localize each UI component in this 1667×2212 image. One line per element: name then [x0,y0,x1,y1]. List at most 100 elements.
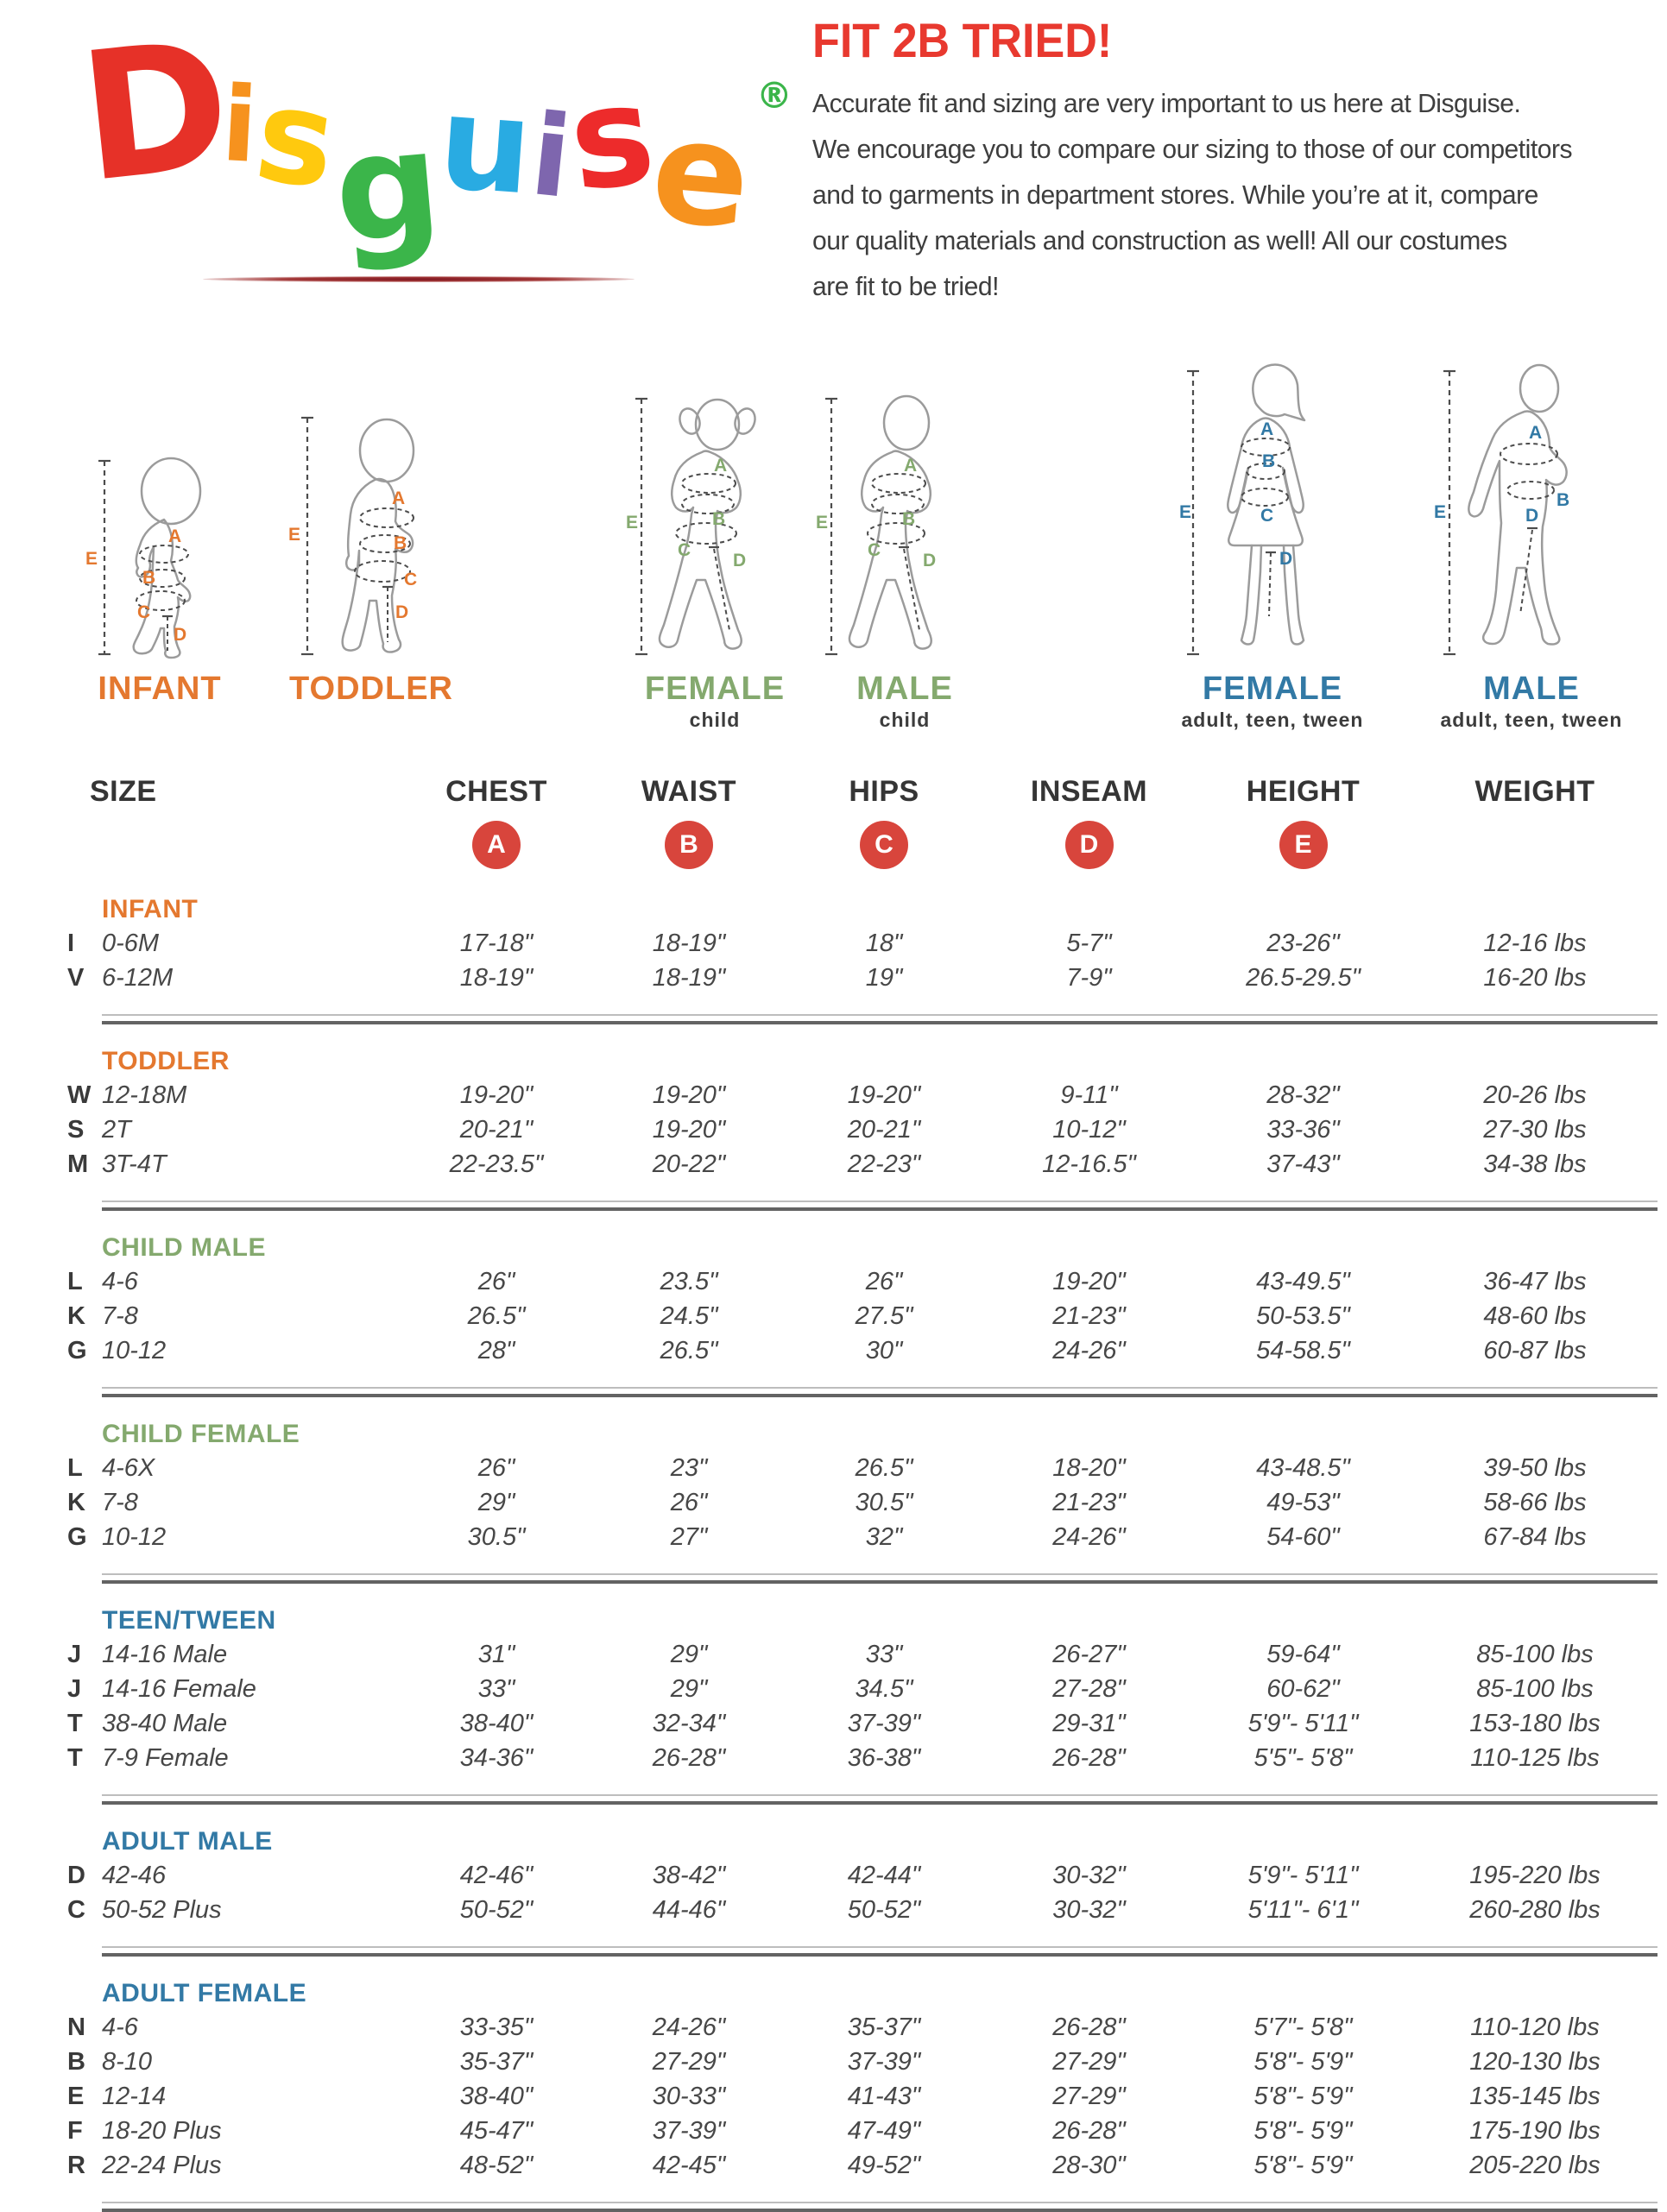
row-letter: C [67,1895,85,1924]
letter-e: E [626,513,638,533]
cell-chest: 30.5" [467,1522,526,1551]
cell-inseam: 21-23" [1052,1301,1126,1330]
cell-inseam: 26-28" [1052,2013,1126,2041]
intro-line: our quality materials and construction a… [812,225,1507,255]
table-body: INFANT I 0-6M 17-18" 18-19" 18" 5-7" 23-26" 12-1… [60,895,1658,2212]
cell-size: 7-8 [102,1301,138,1330]
cell-weight: 48-60 lbs [1483,1301,1587,1330]
cell-hips: 47-49" [847,2116,921,2145]
cell-weight: 85-100 lbs [1476,1674,1594,1703]
cell-chest: 50-52" [459,1895,534,1924]
cell-weight: 175-190 lbs [1469,2116,1601,2145]
inseam-measure-line [1519,529,1533,615]
section-divider [102,1014,1658,1024]
section-divider [102,1387,1658,1397]
infant-silhouette: A B C D E [85,457,202,659]
row-letter: N [67,2013,85,2041]
letter-d: D [733,551,746,570]
table-row: S 2T 20-21" 19-20" 20-21" 10-12" 33-36" 27-30 l… [60,1112,1658,1147]
letter-a: A [168,526,181,546]
table-row: T 7-9 Female 34-36" 26-28" 36-38" 26-28" 5'5"-… [60,1741,1658,1775]
cell-waist: 24.5" [660,1301,718,1330]
badge-a: A [472,821,521,869]
measure-badge-row: A B C D E [60,809,1658,873]
cell-chest: 18-19" [459,963,534,992]
female-adult-silhouette: A B C D E [1179,363,1306,656]
section-header-teen-tween: TEEN/TWEEN [102,1606,276,1635]
size-chart: SIZE CHEST WAIST HIPS INSEAM HEIGHT WEIG… [60,775,1658,2212]
cell-height: 23-26" [1266,929,1340,957]
cell-weight: 195-220 lbs [1469,1861,1601,1889]
table-row: D 42-46 42-46" 38-42" 42-44" 30-32" 5'9"- 5'11… [60,1858,1658,1893]
cell-waist: 23.5" [660,1267,718,1295]
figure-sublabel: child [689,708,741,731]
letter-c: C [678,540,691,560]
cell-weight: 110-120 lbs [1470,2013,1600,2041]
cell-size: 14-16 Male [102,1640,228,1668]
cell-size: 2T [102,1115,131,1144]
table-row: J 14-16 Male 31" 29" 33" 26-27" 59-64" 85-100 l… [60,1637,1658,1672]
section-divider [102,1201,1658,1211]
column-header-chest: CHEST [445,775,547,808]
cell-inseam: 26-28" [1052,2116,1126,2145]
cell-hips: 26" [865,1267,903,1295]
cell-chest: 38-40" [459,1709,534,1737]
badge-e: E [1279,821,1328,869]
head-outline [1519,363,1560,413]
table-row: L 4-6 26" 23.5" 26" 19-20" 43-49.5" 36-47 lbs [60,1264,1658,1299]
intro-line: and to garments in department stores. Wh… [812,180,1538,210]
table-row: M 3T-4T 22-23.5" 20-22" 22-23" 12-16.5" 37-43"… [60,1147,1658,1182]
letter-a: A [904,456,917,476]
cell-hips: 34.5" [855,1674,913,1703]
waist-measure-ellipse [1506,481,1555,500]
cell-weight: 110-125 lbs [1470,1743,1600,1772]
letter-e: E [1179,502,1191,522]
letter-b: B [1556,490,1569,510]
cell-hips: 37-39" [847,2047,921,2076]
letter-a: A [392,488,405,508]
cell-waist: 18-19" [652,963,726,992]
cell-height: 5'9"- 5'11" [1247,1709,1359,1737]
cell-height: 37-43" [1266,1150,1340,1178]
logo-letter-d: D [71,2,240,223]
cell-weight: 27-30 lbs [1483,1115,1587,1144]
cell-height: 5'11"- 6'1" [1247,1895,1359,1924]
cell-weight: 12-16 lbs [1483,929,1587,957]
cell-chest: 38-40" [459,2082,534,2110]
chest-measure-ellipse [139,545,189,564]
table-row: J 14-16 Female 33" 29" 34.5" 27-28" 60-62" 85-1… [60,1672,1658,1706]
cell-height: 33-36" [1266,1115,1340,1144]
cell-weight: 20-26 lbs [1483,1081,1587,1109]
cell-chest: 28" [477,1336,515,1364]
section-header-adult-female: ADULT FEMALE [102,1979,307,2007]
male-adult-silhouette: A B D E [1434,363,1569,656]
table-row: G 10-12 30.5" 27" 32" 24-26" 54-60" 67-84 lbs [60,1520,1658,1554]
body-outline [341,477,414,653]
badge-b: B [665,821,713,869]
cell-weight: 67-84 lbs [1483,1522,1587,1551]
cell-hips: 26.5" [855,1453,913,1482]
row-letter: D [67,1861,85,1889]
row-letter: T [67,1709,83,1737]
letter-a: A [1529,423,1542,443]
letter-b: B [712,509,725,529]
cell-waist: 19-20" [652,1081,726,1109]
cell-height: 5'8"- 5'9" [1253,2151,1353,2179]
cell-waist: 29" [670,1674,708,1703]
cell-height: 50-53.5" [1256,1301,1350,1330]
cell-weight: 205-220 lbs [1469,2151,1601,2179]
intro-heading: FIT 2B TRIED! [812,13,1113,67]
cell-size: 8-10 [102,2047,153,2076]
table-row: T 38-40 Male 38-40" 32-34" 37-39" 29-31" 5'9"-… [60,1706,1658,1741]
cell-inseam: 30-32" [1052,1895,1126,1924]
figure-label-female-child: FEMALE [644,671,786,707]
disguise-logo: D i s g u i s e ® [72,3,792,277]
waist-measure-ellipse [681,494,735,514]
section-divider [102,2202,1658,2212]
cell-height: 60-62" [1266,1674,1340,1703]
letter-c: C [404,570,417,589]
row-letter: M [67,1150,89,1178]
table-row: K 7-8 29" 26" 30.5" 21-23" 49-53" 58-66 lbs [60,1485,1658,1520]
cell-weight: 36-47 lbs [1483,1267,1587,1295]
cell-inseam: 7-9" [1066,963,1112,992]
